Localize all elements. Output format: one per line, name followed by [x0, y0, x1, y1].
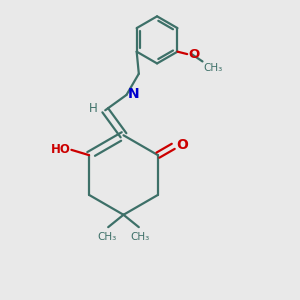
- Text: N: N: [128, 87, 140, 101]
- Text: O: O: [189, 48, 200, 61]
- Text: CH₃: CH₃: [204, 63, 223, 73]
- Text: HO: HO: [51, 143, 70, 156]
- Text: H: H: [89, 102, 98, 115]
- Text: O: O: [176, 138, 188, 152]
- Text: CH₃: CH₃: [131, 232, 150, 242]
- Text: CH₃: CH₃: [97, 232, 116, 242]
